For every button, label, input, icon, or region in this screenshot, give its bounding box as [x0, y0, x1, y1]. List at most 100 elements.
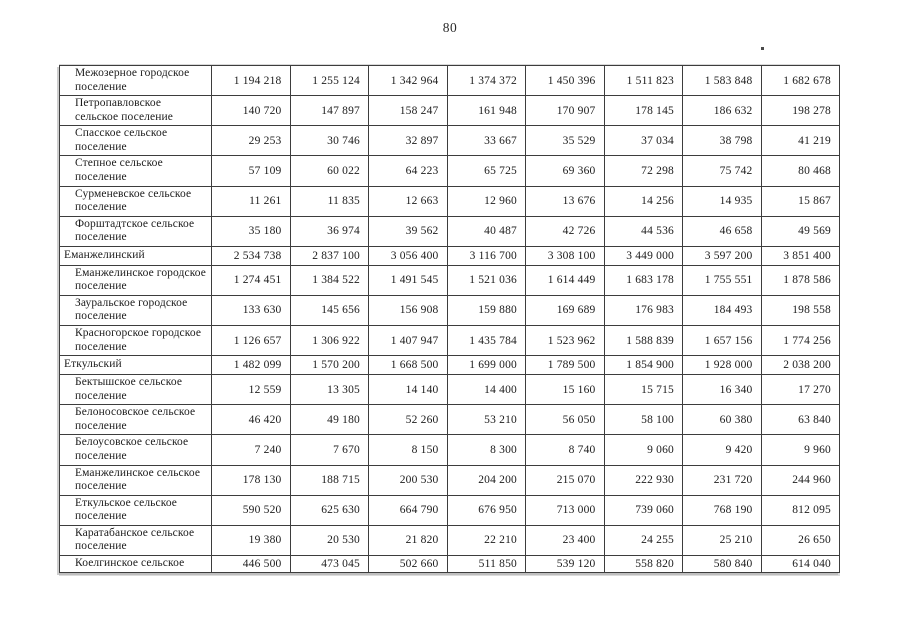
value-cell: 14 935 — [682, 185, 762, 217]
table-row: Коелгинское сельское 446 500 473 045 502 66… — [59, 554, 840, 573]
value-cell: 1 482 099 — [211, 355, 291, 376]
value-cell: 768 190 — [682, 494, 762, 526]
value-cell: 812 095 — [760, 494, 840, 526]
value-cell: 80 468 — [760, 155, 840, 187]
table-row: Еманжелинское сельское поселение 178 130 1… — [59, 464, 840, 496]
territory-name-cell: Еткульский — [59, 355, 212, 376]
value-cell: 3 116 700 — [446, 245, 526, 266]
value-cell: 63 840 — [760, 404, 840, 436]
value-cell: 7 240 — [211, 434, 291, 466]
value-cell: 60 022 — [289, 155, 369, 187]
value-cell: 231 720 — [682, 464, 762, 496]
table-row: Белоносовское сельское поселение 46 420 49… — [59, 404, 840, 436]
value-cell: 49 569 — [760, 215, 840, 247]
territory-name-cell: Еманжелинское городское поселение — [59, 264, 212, 296]
value-cell: 56 050 — [525, 404, 605, 436]
value-cell: 200 530 — [368, 464, 448, 496]
territory-name-cell: Сурменевское сельское поселение — [59, 185, 212, 217]
value-cell: 2 837 100 — [289, 245, 369, 266]
value-cell: 15 715 — [603, 374, 683, 406]
table-row: Сурменевское сельское поселение 11 261 11 … — [59, 185, 840, 217]
value-cell: 37 034 — [603, 125, 683, 157]
value-cell: 12 663 — [368, 185, 448, 217]
table-row: Еманжелинское городское поселение 1 274 4… — [59, 264, 840, 296]
value-cell: 64 223 — [368, 155, 448, 187]
value-cell: 215 070 — [525, 464, 605, 496]
value-cell: 1 755 551 — [682, 264, 762, 296]
value-cell: 11 261 — [211, 185, 291, 217]
value-cell: 40 487 — [446, 215, 526, 247]
value-cell: 1 511 823 — [603, 64, 683, 97]
value-cell: 1 683 178 — [603, 264, 683, 296]
territory-name-cell: Каратабанское сельское поселение — [59, 524, 212, 556]
scan-artifact-dot — [761, 47, 764, 50]
value-cell: 53 210 — [446, 404, 526, 436]
table-row: Каратабанское сельское поселение 19 380 20… — [59, 524, 840, 556]
value-cell: 1 854 900 — [603, 355, 683, 376]
value-cell: 7 670 — [289, 434, 369, 466]
value-cell: 1 583 848 — [682, 64, 762, 97]
value-cell: 713 000 — [525, 494, 605, 526]
value-cell: 140 720 — [211, 95, 291, 127]
value-cell: 739 060 — [603, 494, 683, 526]
territory-name-cell: Петропавловское сельское поселение — [59, 95, 212, 127]
value-cell: 502 660 — [368, 554, 448, 573]
value-cell: 473 045 — [289, 554, 369, 573]
value-cell: 1 699 000 — [446, 355, 526, 376]
value-cell: 158 247 — [368, 95, 448, 127]
value-cell: 8 150 — [368, 434, 448, 466]
value-cell: 1 878 586 — [760, 264, 840, 296]
value-cell: 21 820 — [368, 524, 448, 556]
table-row: Форштадтское сельское поселение 35 180 36 … — [59, 215, 840, 247]
value-cell: 36 974 — [289, 215, 369, 247]
value-cell: 9 960 — [760, 434, 840, 466]
territory-name-cell: Зауральское городское поселение — [59, 294, 212, 327]
territory-name-cell: Еткульское сельское поселение — [59, 494, 212, 526]
table-row: Межозерное городское поселение 1 194 218 1… — [59, 64, 840, 97]
value-cell: 178 130 — [211, 464, 291, 496]
table-row: Красногорское городское поселение 1 126 6… — [59, 324, 840, 357]
value-cell: 22 210 — [446, 524, 526, 556]
value-cell: 3 449 000 — [603, 245, 683, 266]
value-cell: 1 657 156 — [682, 324, 762, 357]
table-row: Степное сельское поселение 57 109 60 022 64… — [59, 155, 840, 187]
value-cell: 57 109 — [211, 155, 291, 187]
value-cell: 14 400 — [446, 374, 526, 406]
value-cell: 590 520 — [211, 494, 291, 526]
value-cell: 3 851 400 — [760, 245, 840, 266]
value-cell: 170 907 — [525, 95, 605, 127]
value-cell: 539 120 — [525, 554, 605, 573]
table-row: Спасское сельское поселение 29 253 30 746 3… — [59, 125, 840, 157]
value-cell: 511 850 — [446, 554, 526, 573]
value-cell: 1 374 372 — [446, 64, 526, 97]
value-cell: 65 725 — [446, 155, 526, 187]
value-cell: 161 948 — [446, 95, 526, 127]
page-number: 80 — [442, 20, 458, 35]
value-cell: 32 897 — [368, 125, 448, 157]
value-cell: 14 140 — [368, 374, 448, 406]
value-cell: 9 420 — [682, 434, 762, 466]
value-cell: 1 668 500 — [368, 355, 448, 376]
table-row: Еманжелинский 2 534 738 2 837 100 3 056 400… — [59, 245, 840, 266]
table-row: Петропавловское сельское поселение 140 72… — [59, 95, 840, 127]
value-cell: 188 715 — [289, 464, 369, 496]
value-cell: 1 588 839 — [603, 324, 683, 357]
value-cell: 29 253 — [211, 125, 291, 157]
value-cell: 558 820 — [603, 554, 683, 573]
value-cell: 1 682 678 — [760, 64, 840, 97]
value-cell: 1 384 522 — [289, 264, 369, 296]
value-cell: 1 928 000 — [682, 355, 762, 376]
value-cell: 1 450 396 — [525, 64, 605, 97]
value-cell: 1 774 256 — [760, 324, 840, 357]
value-cell: 30 746 — [289, 125, 369, 157]
value-cell: 46 658 — [682, 215, 762, 247]
value-cell: 33 667 — [446, 125, 526, 157]
value-cell: 26 650 — [760, 524, 840, 556]
value-cell: 23 400 — [525, 524, 605, 556]
value-cell: 19 380 — [211, 524, 291, 556]
value-cell: 156 908 — [368, 294, 448, 327]
value-cell: 1 491 545 — [368, 264, 448, 296]
value-cell: 1 570 200 — [289, 355, 369, 376]
value-cell: 38 798 — [682, 125, 762, 157]
value-cell: 44 536 — [603, 215, 683, 247]
